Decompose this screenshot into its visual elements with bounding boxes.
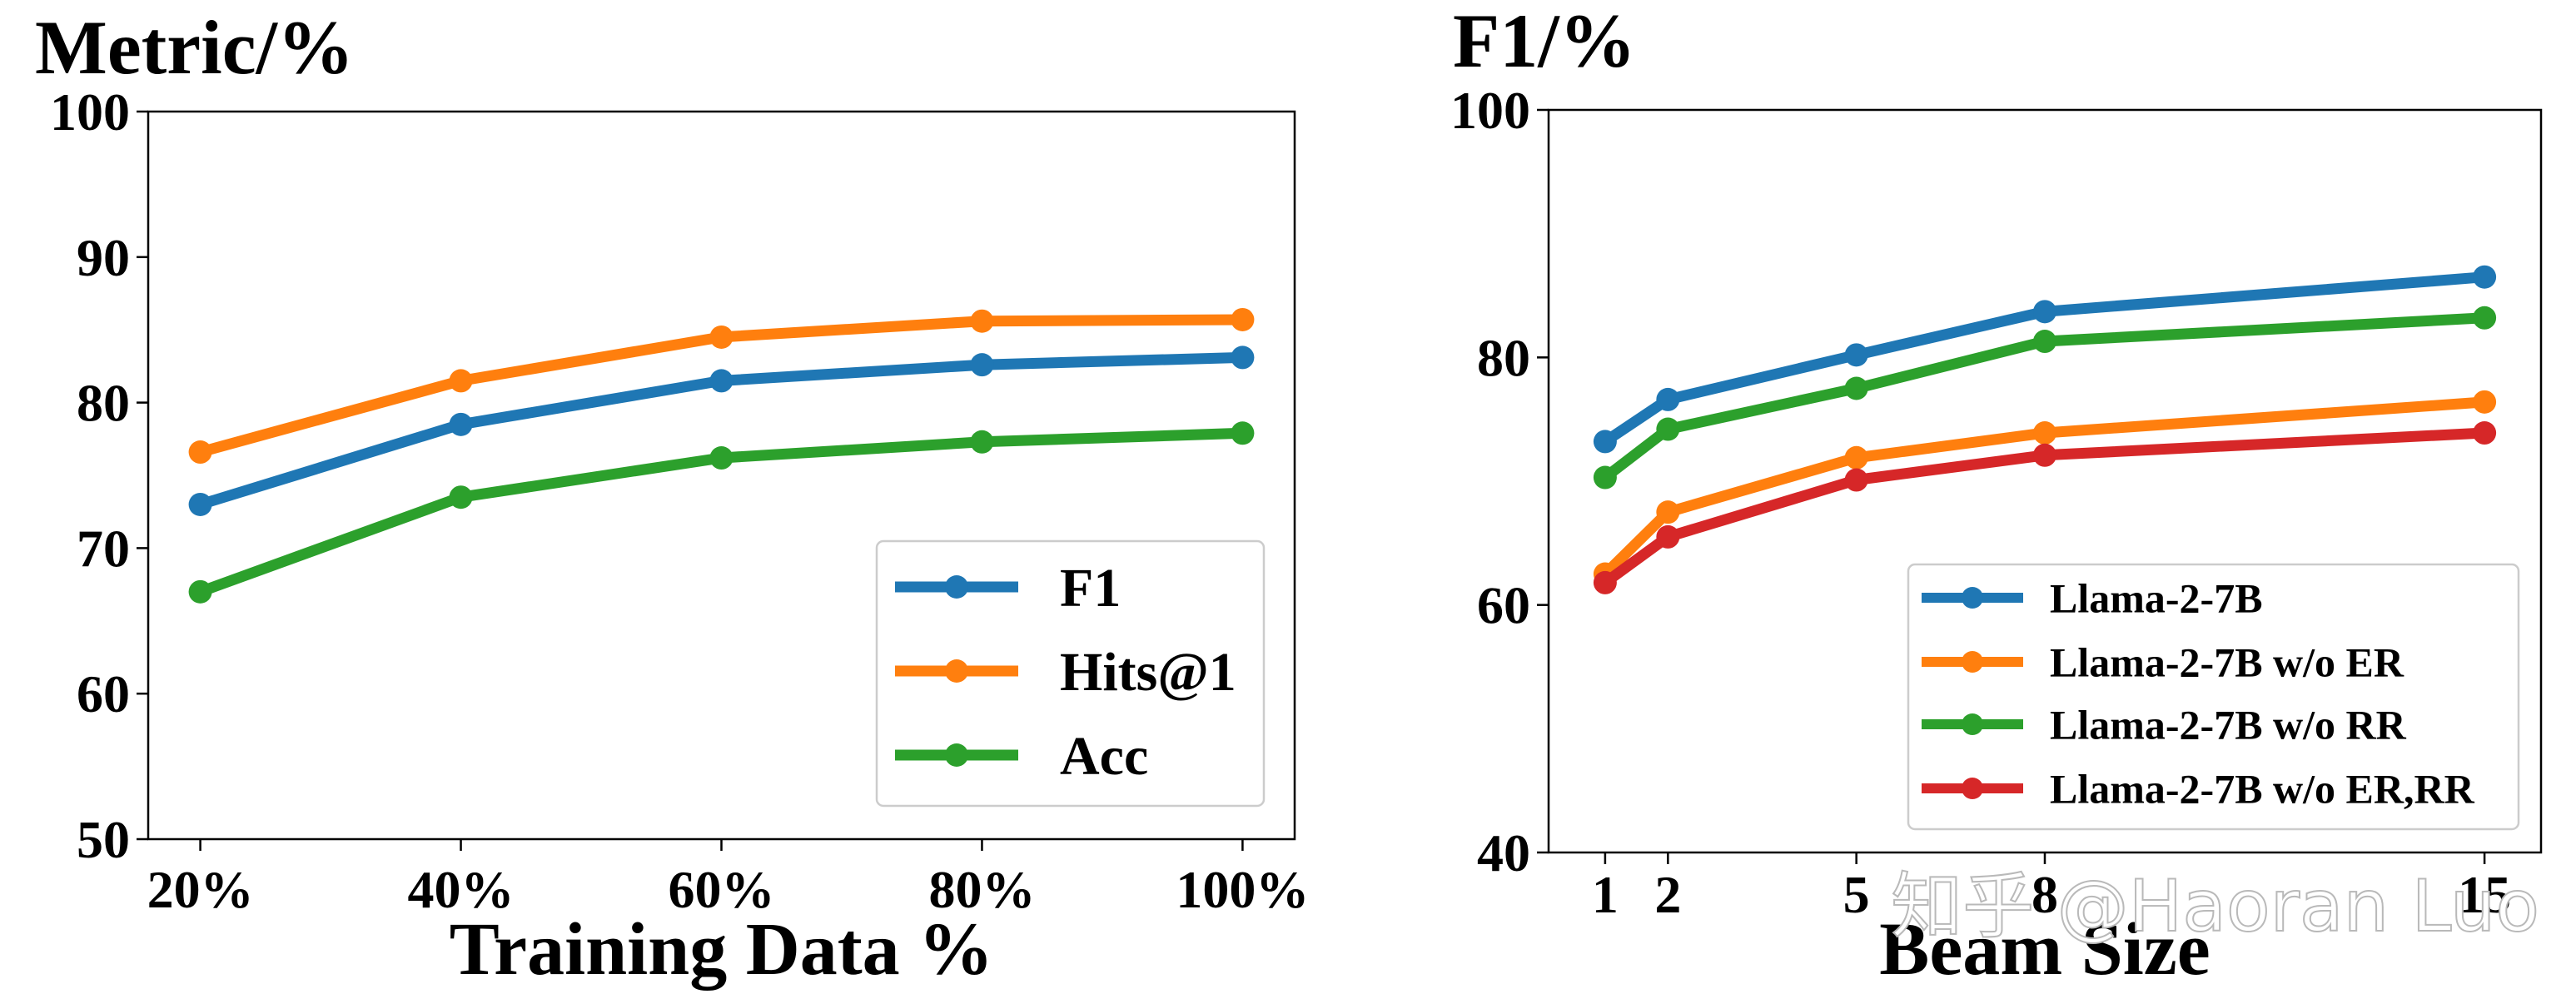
left-x-axis-label: Training Data % bbox=[450, 908, 993, 991]
left-x-tick-label: 60% bbox=[669, 860, 775, 919]
right-series-1-point-2 bbox=[1844, 445, 1868, 470]
left-legend-label-0: F1 bbox=[1060, 558, 1121, 619]
right-series-2-point-2 bbox=[1844, 376, 1868, 400]
right-legend-box bbox=[1907, 563, 2520, 831]
right-x-tick-label: 15 bbox=[2458, 865, 2511, 924]
left-y-tick-label: 100 bbox=[50, 82, 130, 142]
right-series-3-point-4 bbox=[2473, 421, 2497, 445]
right-legend-label-3: Llama-2-7B w/o ER,RR bbox=[2050, 766, 2475, 813]
left-y-tick-label: 80 bbox=[77, 374, 130, 433]
right-series-0-point-1 bbox=[1656, 387, 1680, 411]
left-legend-box bbox=[875, 539, 1266, 808]
left-y-tick-label: 90 bbox=[77, 228, 130, 287]
right-y-tick-label: 100 bbox=[1450, 81, 1530, 140]
left-legend-label-2: Acc bbox=[1060, 726, 1148, 787]
right-series-0-point-2 bbox=[1844, 343, 1868, 367]
right-y-tick-label: 40 bbox=[1477, 823, 1530, 882]
left-x-tick-label: 80% bbox=[928, 860, 1035, 919]
left-series-0-point-0 bbox=[188, 492, 212, 516]
right-y-tick-label: 80 bbox=[1477, 328, 1530, 387]
right-series-3-point-3 bbox=[2033, 443, 2056, 467]
left-series-2-point-1 bbox=[449, 485, 473, 509]
right-series-3-point-1 bbox=[1656, 524, 1680, 549]
left-series-1-point-0 bbox=[188, 440, 212, 465]
left-series-2-point-0 bbox=[188, 579, 212, 604]
right-chart-title: F1/% bbox=[1453, 0, 1636, 83]
right-series-2-point-4 bbox=[2473, 306, 2497, 330]
right-y-tick-label: 60 bbox=[1477, 576, 1530, 635]
left-y-tick-label: 50 bbox=[77, 810, 130, 869]
left-series-1-point-2 bbox=[709, 325, 734, 349]
left-y-tick-label: 70 bbox=[77, 519, 130, 578]
left-x-tick-label: 100% bbox=[1176, 860, 1309, 919]
right-series-1-point-3 bbox=[2033, 421, 2056, 445]
left-legend-swatch-marker-2 bbox=[945, 743, 968, 767]
right-legend-label-1: Llama-2-7B w/o ER bbox=[2050, 639, 2404, 686]
left-y-tick-label: 60 bbox=[77, 664, 130, 723]
left-legend-swatch-marker-0 bbox=[945, 575, 968, 599]
chart-training-data: Metric/% 50 60 70 80 90 100 20% 40% 60% 80% 100% Tra… bbox=[35, 5, 1309, 991]
right-x-tick-label: 5 bbox=[1843, 865, 1870, 924]
right-series-3-point-0 bbox=[1593, 570, 1617, 594]
right-series-2-point-3 bbox=[2033, 330, 2056, 354]
left-series-0-point-1 bbox=[449, 412, 473, 436]
right-legend-swatch-marker-3 bbox=[1962, 778, 1983, 799]
left-series-2-point-4 bbox=[1231, 421, 1255, 445]
left-series-0-point-2 bbox=[709, 369, 734, 393]
right-series-2-point-1 bbox=[1656, 417, 1680, 441]
left-series-0-point-4 bbox=[1231, 345, 1255, 370]
right-legend-swatch-marker-2 bbox=[1962, 713, 1983, 735]
left-series-1-point-3 bbox=[970, 309, 994, 333]
left-series-1-point-4 bbox=[1231, 307, 1255, 331]
right-series-0-point-0 bbox=[1593, 430, 1617, 454]
right-legend-swatch-marker-0 bbox=[1962, 587, 1983, 609]
left-series-2-point-2 bbox=[709, 446, 734, 470]
right-x-tick-label: 8 bbox=[2031, 865, 2058, 924]
right-series-1-point-4 bbox=[2473, 390, 2497, 414]
left-chart-title: Metric/% bbox=[35, 5, 354, 90]
right-legend-label-0: Llama-2-7B bbox=[2050, 575, 2263, 622]
left-legend-label-1: Hits@1 bbox=[1060, 642, 1236, 703]
left-x-tick-label: 20% bbox=[147, 860, 254, 919]
right-series-0-point-3 bbox=[2033, 300, 2056, 324]
left-series-2-point-3 bbox=[970, 430, 994, 454]
right-legend-swatch-marker-1 bbox=[1962, 651, 1983, 673]
right-series-2-point-0 bbox=[1593, 465, 1617, 490]
right-series-1-point-1 bbox=[1656, 500, 1680, 524]
right-series-0-point-4 bbox=[2473, 265, 2497, 289]
left-x-tick-label: 40% bbox=[408, 860, 515, 919]
right-legend-label-2: Llama-2-7B w/o RR bbox=[2050, 702, 2407, 748]
left-legend-swatch-marker-1 bbox=[945, 659, 968, 683]
chart-beam-size: F1/% 40 60 80 100 1 2 5 8 15 Beam Size Llama-2-7B Ll… bbox=[1450, 0, 2543, 991]
watermark-text: 知乎 @Haoran Luo bbox=[1891, 865, 2539, 948]
left-series-0-point-3 bbox=[970, 353, 994, 377]
right-x-tick-label: 1 bbox=[1592, 865, 1619, 924]
right-x-axis-label: Beam Size bbox=[1879, 908, 2210, 991]
right-series-3-point-2 bbox=[1844, 468, 1868, 492]
left-series-1-point-1 bbox=[449, 369, 473, 393]
right-x-tick-label: 2 bbox=[1654, 865, 1681, 924]
